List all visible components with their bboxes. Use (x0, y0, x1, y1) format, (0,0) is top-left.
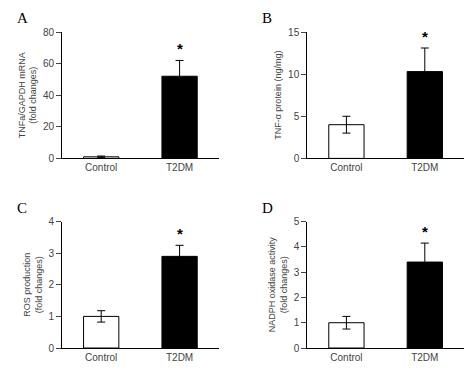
svg-text:Control: Control (330, 162, 362, 173)
svg-text:*: * (422, 28, 428, 45)
svg-text:3: 3 (48, 248, 54, 259)
svg-text:D: D (262, 200, 273, 216)
svg-text:10: 10 (288, 69, 300, 80)
svg-text:NADPH oxidase activity(fold ch: NADPH oxidase activity(fold changes) (267, 237, 289, 333)
svg-text:Control: Control (85, 352, 117, 363)
svg-text:4: 4 (48, 216, 54, 227)
svg-text:15: 15 (288, 27, 300, 38)
svg-text:40: 40 (43, 90, 55, 101)
svg-text:1: 1 (48, 311, 54, 322)
svg-text:2: 2 (48, 279, 54, 290)
svg-text:TNF-α protein (ng/mg): TNF-α protein (ng/mg) (273, 51, 283, 140)
svg-text:4: 4 (294, 241, 300, 252)
svg-text:0: 0 (48, 153, 54, 164)
svg-text:0: 0 (294, 153, 300, 164)
svg-text:60: 60 (43, 58, 55, 69)
svg-text:T2DM: T2DM (411, 352, 438, 363)
svg-text:B: B (262, 10, 272, 26)
svg-text:1: 1 (294, 317, 300, 328)
svg-text:0: 0 (294, 343, 300, 354)
svg-text:T2DM: T2DM (166, 162, 193, 173)
svg-text:A: A (17, 10, 28, 26)
svg-text:Control: Control (85, 162, 117, 173)
svg-text:5: 5 (294, 111, 300, 122)
svg-text:3: 3 (294, 267, 300, 278)
svg-text:5: 5 (294, 216, 300, 227)
svg-text:T2DM: T2DM (166, 352, 193, 363)
svg-text:80: 80 (43, 27, 55, 38)
svg-text:*: * (177, 225, 183, 242)
svg-text:Control: Control (330, 352, 362, 363)
svg-text:C: C (17, 200, 27, 216)
svg-text:T2DM: T2DM (411, 162, 438, 173)
svg-text:20: 20 (43, 121, 55, 132)
svg-text:ROS production(fold changes): ROS production(fold changes) (22, 253, 44, 317)
svg-text:*: * (177, 40, 183, 57)
svg-text:*: * (422, 223, 428, 240)
svg-text:0: 0 (48, 343, 54, 354)
svg-text:TNFa/GAPDH mRNA(fold changes): TNFa/GAPDH mRNA(fold changes) (17, 52, 39, 138)
svg-text:2: 2 (294, 292, 300, 303)
